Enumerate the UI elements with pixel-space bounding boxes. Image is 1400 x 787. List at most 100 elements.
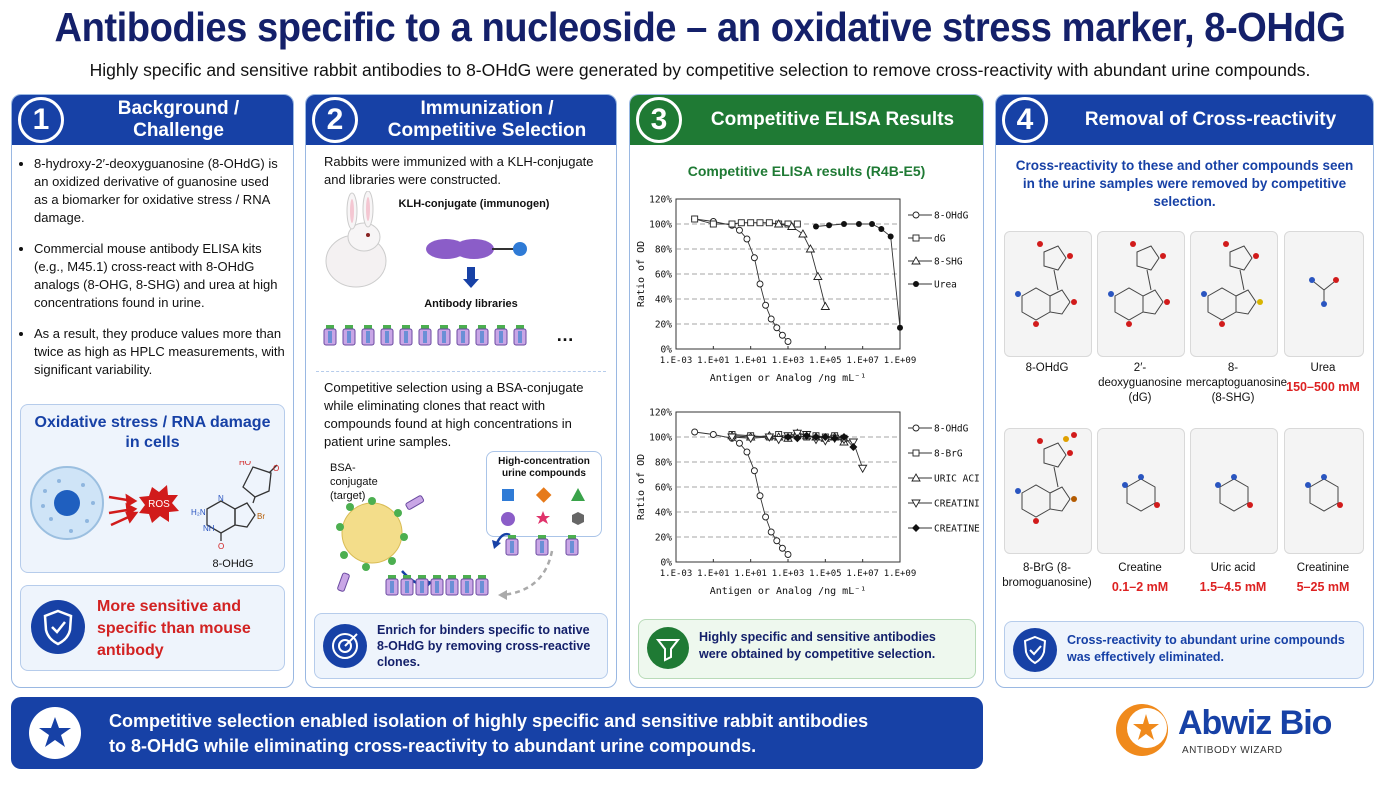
data-point	[792, 429, 803, 439]
y-tick-label: 120%	[649, 195, 672, 206]
x-tick-label: 1.E+05	[809, 569, 842, 579]
atom-label: HO	[239, 461, 251, 467]
callout-text: Highly specific and sensitive antibodies…	[699, 630, 936, 661]
x-tick-label: 1.E+03	[772, 356, 805, 366]
y-tick-label: 120%	[649, 408, 672, 419]
logo-tagline: ANTIBODY WIZARD	[1182, 745, 1283, 756]
panel-header: 2 Immunization / Competitive Selection	[306, 95, 616, 145]
elisa-chart-1: 0% 20% 40% 60% 80% 100% 120% 1.E-03 1.E+01 1.E+01…	[636, 195, 969, 385]
immunization-diagram: KLH-conjugate (immunogen) Antibody libra…	[323, 191, 574, 346]
urine-compounds-box: High-concentration urine compounds	[486, 451, 602, 537]
klh-conjugate-icon	[426, 239, 527, 259]
antibody-library-icon	[505, 535, 519, 556]
data-point	[887, 233, 894, 240]
compound-label: 8-OHdG	[1000, 361, 1094, 376]
y-tick-label: 100%	[649, 433, 672, 444]
rabbit-icon	[325, 191, 387, 288]
compound-name: 2′-deoxyguanosine (dG)	[1098, 362, 1182, 404]
panel-background: 1 Background / Challenge 8-hydroxy-2′-de…	[11, 94, 294, 688]
molecule-structure-icon	[1309, 277, 1339, 307]
divider	[316, 371, 606, 372]
compound-label: 8-BrG (8-bromoguanosine)	[1000, 561, 1094, 591]
compound-concentration: 5–25 mM	[1296, 580, 1350, 594]
series-line	[694, 218, 789, 342]
antibody-library-icon	[445, 575, 459, 596]
data-point	[798, 229, 808, 238]
y-axis-label: Ratio of OD	[636, 454, 647, 520]
antibody-library-icon	[399, 325, 413, 346]
compound-label: 8-mercaptoguanosine (8-SHG)	[1186, 361, 1287, 406]
page-subtitle: Highly specific and sensitive rabbit ant…	[89, 60, 1311, 80]
intro-text: Cross-reactivity to these and other comp…	[1015, 158, 1354, 209]
data-point	[857, 464, 868, 474]
compound-label: Urea 150–500 mM	[1280, 361, 1366, 395]
shield-icon	[1013, 628, 1057, 672]
y-tick-label: 80%	[655, 458, 672, 469]
star-compound-icon	[536, 511, 550, 524]
series-4	[784, 431, 858, 451]
atom-label: Br	[257, 512, 265, 521]
ros-burst-icon	[139, 485, 179, 523]
urine-label: High-concentration urine compounds	[498, 456, 590, 479]
antibody-library-icon	[513, 325, 527, 346]
panel-title: Removal of Cross-reactivity	[1084, 109, 1337, 130]
data-point	[821, 433, 830, 441]
data-point	[911, 499, 921, 508]
filter-icon	[647, 627, 689, 669]
molecule-structure-icon	[1015, 432, 1077, 524]
series-line	[694, 218, 798, 225]
data-point	[912, 524, 920, 532]
x-axis-label: Antigen or Analog /ng mL⁻¹	[710, 373, 867, 384]
chart-title: Competitive ELISA results (R4B-E5)	[687, 163, 926, 179]
data-point	[820, 301, 831, 310]
atom-label: O	[273, 464, 279, 473]
data-point	[793, 434, 802, 443]
data-point	[849, 443, 858, 451]
box-title: Oxidative stress / RNA damage in cells	[34, 414, 271, 451]
data-point	[912, 234, 920, 242]
series-line	[694, 431, 789, 555]
legend-entry: CREATININE	[908, 499, 980, 510]
compound-concentration: 1.5–4.5 mM	[1199, 580, 1267, 594]
data-point	[878, 226, 885, 232]
square-compound-icon	[502, 489, 514, 501]
antibody-library-icon	[456, 325, 470, 346]
star-icon	[29, 707, 81, 759]
antibody-library-icons	[323, 325, 527, 346]
data-point	[841, 221, 847, 227]
antibody-library-icon	[361, 325, 375, 346]
y-tick-label: 20%	[655, 533, 672, 544]
data-point	[912, 424, 920, 432]
panel-header: 3 Competitive ELISA Results	[630, 95, 983, 145]
legend-label: URIC ACID	[934, 474, 980, 485]
compound-name: Urea	[1310, 362, 1336, 374]
legend-label: CREATININE	[934, 499, 980, 510]
atom-label: H₂N	[191, 508, 206, 517]
klh-label-text: KLH-conjugate (immunogen)	[399, 198, 550, 210]
antibody-library-icon	[342, 325, 356, 346]
data-point	[762, 513, 770, 521]
data-point	[911, 473, 921, 482]
antibody-library-icon	[323, 325, 337, 346]
data-point	[784, 433, 792, 441]
legend-label: dG	[934, 234, 946, 245]
data-point	[869, 221, 875, 227]
callout-box: More sensitive and specific than mouse a…	[20, 585, 285, 671]
y-axis-label: Ratio of OD	[636, 241, 647, 307]
x-tick-label: 1.E-03	[660, 356, 693, 366]
compound-label: Creatinine 5–25 mM	[1280, 561, 1366, 595]
data-point	[736, 439, 743, 447]
x-tick-label: 1.E+07	[846, 356, 879, 366]
compound-name: Uric acid	[1210, 562, 1256, 574]
bullet-item: Commercial mouse antibody ELISA kits (e.…	[34, 240, 286, 312]
bsa-label: BSA-conjugate (target)	[330, 462, 378, 502]
y-tick-label: 40%	[655, 295, 672, 306]
data-point	[727, 433, 737, 442]
x-tick-label: 1.E+01	[734, 569, 767, 579]
page-title: Antibodies specific to a nucleoside – an…	[54, 4, 1346, 50]
data-point	[765, 219, 773, 227]
panel-number: 2	[312, 97, 358, 143]
antibody-library-icon	[565, 535, 579, 556]
data-point	[784, 551, 792, 558]
selection-diagram	[336, 495, 579, 600]
